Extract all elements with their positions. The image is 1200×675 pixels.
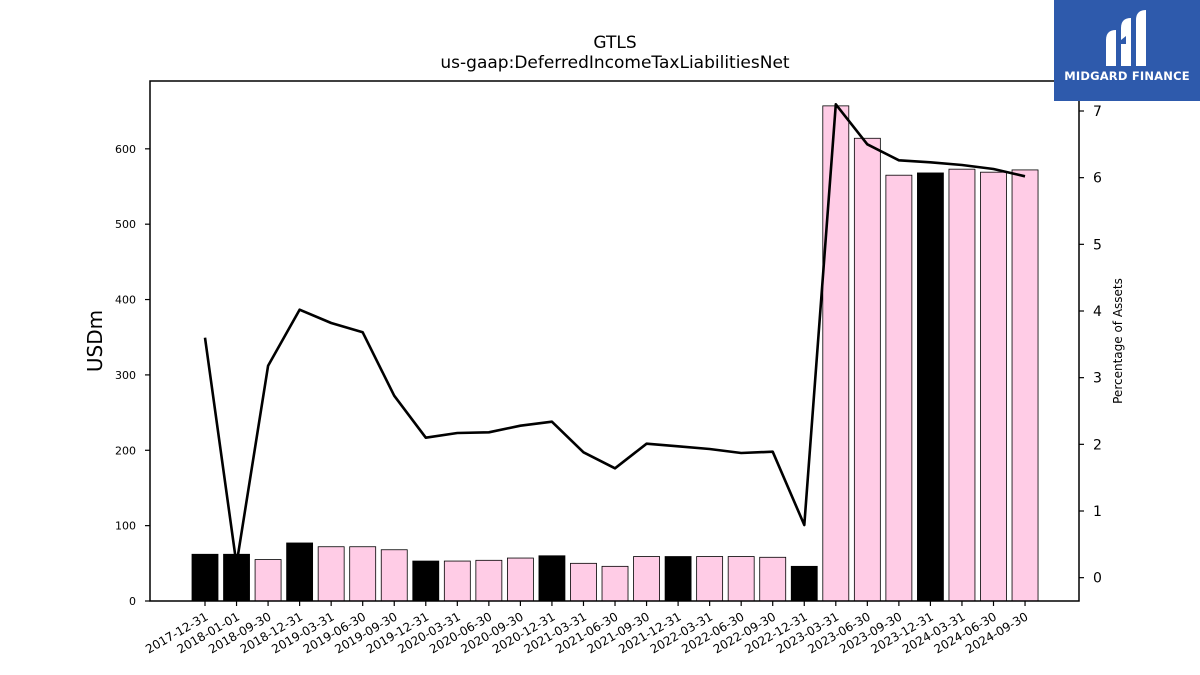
brand-logo: MIDGARD FINANCE bbox=[1054, 0, 1200, 101]
bar bbox=[822, 105, 850, 602]
bar bbox=[254, 559, 282, 602]
y-tick-label: 600 bbox=[115, 143, 136, 156]
y2-tick-label: 4 bbox=[1093, 304, 1102, 320]
bar bbox=[380, 549, 408, 602]
y2-tick-label: 7 bbox=[1093, 104, 1102, 120]
bar bbox=[412, 560, 440, 602]
brand-name: MIDGARD FINANCE bbox=[1064, 69, 1190, 83]
bar bbox=[664, 556, 692, 602]
bar-series bbox=[191, 105, 1039, 602]
y-tick-label: 200 bbox=[115, 444, 136, 457]
y-tick-label: 0 bbox=[129, 595, 136, 608]
bar bbox=[917, 172, 944, 602]
bar bbox=[191, 553, 219, 602]
bar bbox=[506, 557, 534, 602]
y-axis-right: 0 1 2 3 4 5 6 7 bbox=[1079, 104, 1102, 587]
y2-axis-label: Percentage of Assets bbox=[1111, 278, 1125, 404]
bar bbox=[696, 556, 724, 602]
bar bbox=[317, 546, 345, 602]
bar bbox=[885, 174, 913, 602]
bar bbox=[633, 556, 660, 602]
y-tick-label: 100 bbox=[115, 520, 136, 533]
bar bbox=[601, 565, 629, 602]
y-axis-left: 0 100 200 300 400 500 600 bbox=[115, 143, 150, 608]
y-tick-label: 500 bbox=[115, 218, 136, 231]
bar bbox=[853, 137, 881, 602]
bar bbox=[286, 542, 314, 602]
midgard-m-icon bbox=[1106, 10, 1146, 66]
bar bbox=[948, 168, 976, 602]
bar bbox=[1011, 169, 1039, 602]
bar bbox=[443, 560, 471, 602]
bar bbox=[570, 562, 597, 602]
bar bbox=[538, 555, 566, 602]
y2-tick-label: 0 bbox=[1093, 571, 1102, 587]
line-series bbox=[203, 103, 1026, 566]
line-series-path bbox=[203, 103, 1026, 566]
x-axis: 2017-12-312018-01-012018-09-302018-12-31… bbox=[143, 601, 1031, 656]
chart-subtitle: us-gaap:DeferredIncomeTaxLiabilitiesNet bbox=[440, 53, 790, 73]
bar bbox=[790, 565, 818, 602]
y2-tick-label: 1 bbox=[1093, 504, 1102, 520]
y-tick-label: 400 bbox=[115, 294, 136, 307]
chart-title: GTLS bbox=[593, 33, 636, 53]
y2-tick-label: 2 bbox=[1093, 437, 1102, 453]
y-axis-label: USDm bbox=[83, 310, 107, 372]
y2-tick-label: 6 bbox=[1093, 171, 1102, 187]
bar bbox=[759, 556, 787, 602]
bar bbox=[727, 556, 755, 602]
bar bbox=[475, 559, 503, 602]
bar bbox=[980, 171, 1007, 602]
y-tick-label: 300 bbox=[115, 369, 136, 382]
y2-tick-label: 5 bbox=[1093, 237, 1102, 253]
y2-tick-label: 3 bbox=[1093, 371, 1102, 387]
bar bbox=[349, 546, 377, 602]
